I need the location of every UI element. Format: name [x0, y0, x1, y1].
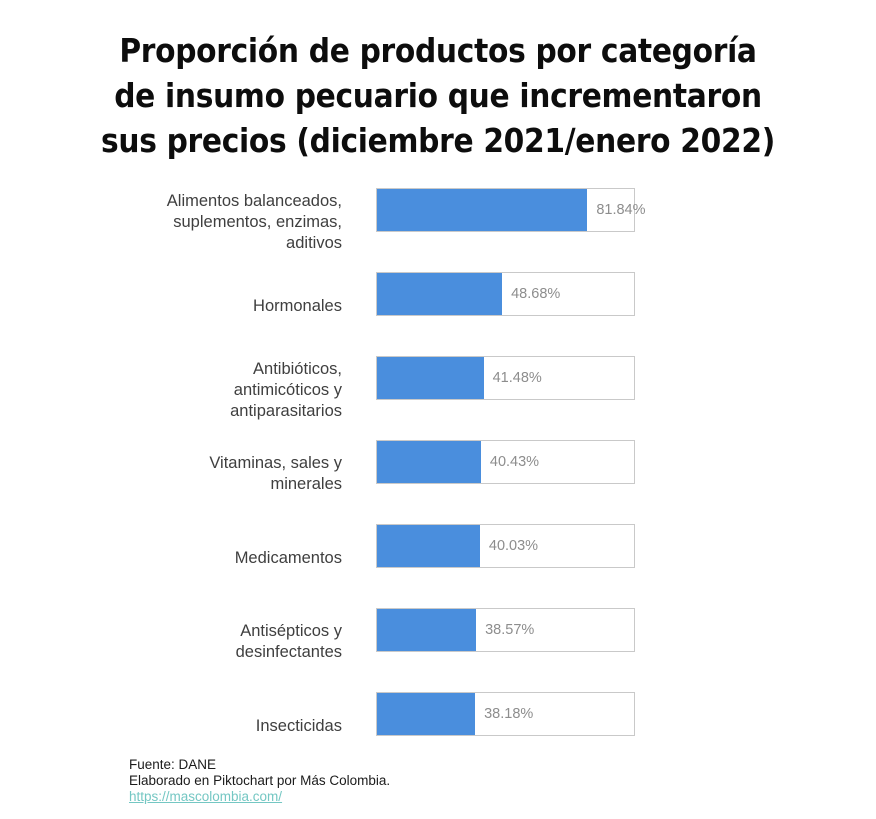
- bar-row: Hormonales 48.68%: [0, 264, 876, 348]
- bar-value-label: 48.68%: [511, 286, 561, 302]
- chart-footer: Fuente: DANE Elaborado en Piktochart por…: [129, 757, 390, 805]
- bar-row: Alimentos balanceados, suplementos, enzim…: [0, 180, 876, 264]
- bar-category-label-line: minerales: [270, 475, 342, 493]
- bar-category-label-line: Antisépticos y: [240, 622, 342, 640]
- footer-source: Fuente: DANE: [129, 757, 217, 772]
- bar-category-label-line: Medicamentos: [234, 548, 342, 567]
- bar-category-label: Hormonales: [92, 264, 342, 348]
- bar-category-label: Vitaminas, sales y minerales: [92, 432, 342, 516]
- bar-row: Insecticidas 38.18%: [0, 684, 876, 768]
- bar-value-label: 40.43%: [489, 454, 540, 470]
- footer-website-link[interactable]: https://mascolombia.com/: [129, 789, 283, 804]
- bar-row: Vitaminas, sales y minerales 40.43%: [0, 432, 876, 516]
- bar-category-label-line: antimicóticos y: [233, 380, 342, 399]
- bar-category-label-line: antiparasitarios: [230, 401, 342, 420]
- bar-category-label-line: aditivos: [286, 233, 342, 252]
- bar-category-label: Antisépticos y desinfectantes: [92, 600, 342, 684]
- bar-value-label: 41.48%: [492, 370, 542, 386]
- bar-fill: [377, 273, 503, 315]
- bar-value-label: 40.03%: [488, 538, 539, 554]
- bar-fill: [377, 525, 480, 567]
- bar-track: 40.03%: [376, 524, 635, 568]
- bar-value-label: 38.18%: [484, 706, 534, 722]
- bar-fill: [377, 189, 588, 231]
- bar-track: 81.84%: [376, 188, 646, 232]
- bar-fill: [377, 441, 481, 483]
- bar-category-label-line: desinfectantes: [235, 643, 342, 661]
- bar-chart-plot-area: Alimentos balanceados, suplementos, enzim…: [0, 180, 876, 768]
- chart-title: Proporción de productos por categoría de…: [60, 28, 816, 163]
- bar-value-label: 38.57%: [485, 622, 535, 638]
- bar-fill: [377, 357, 484, 399]
- bar-category-label: Medicamentos: [92, 516, 342, 600]
- bar-category-label-line: Insecticidas: [255, 716, 342, 735]
- bar-row: Medicamentos 40.03%: [0, 516, 876, 600]
- bar-track: 48.68%: [376, 272, 635, 316]
- bar-row: Antisépticos y desinfectantes 38.57%: [0, 600, 876, 684]
- bar-category-label-line: Antibióticos,: [253, 359, 342, 378]
- chart-title-line-2: de insumo pecuario que incrementaron: [114, 76, 762, 115]
- chart-title-line-1: Proporción de productos por categoría: [119, 31, 757, 70]
- bar-track: 38.57%: [376, 608, 635, 652]
- bar-category-label-line: Vitaminas, sales y: [209, 454, 342, 472]
- bar-row: Antibióticos, antimicóticos y antiparasita…: [0, 348, 876, 432]
- bar-category-label: Alimentos balanceados, suplementos, enzim…: [92, 180, 342, 264]
- bar-category-label-line: Hormonales: [253, 296, 342, 315]
- bar-track: 40.43%: [376, 440, 635, 484]
- chart-title-line-3: sus precios (diciembre 2021/enero 2022): [100, 121, 775, 160]
- footer-credit: Elaborado en Piktochart por Más Colombia…: [129, 773, 391, 788]
- bar-track: 38.18%: [376, 692, 635, 736]
- bar-category-label: Insecticidas: [92, 684, 342, 768]
- bar-track: 41.48%: [376, 356, 635, 400]
- bar-fill: [377, 609, 477, 651]
- bar-category-label-line: suplementos, enzimas,: [173, 212, 342, 231]
- bar-fill: [377, 693, 476, 735]
- bar-category-label: Antibióticos, antimicóticos y antiparasita…: [92, 348, 342, 432]
- bar-value-label: 81.84%: [596, 202, 646, 218]
- bar-category-label-line: Alimentos balanceados,: [166, 191, 342, 210]
